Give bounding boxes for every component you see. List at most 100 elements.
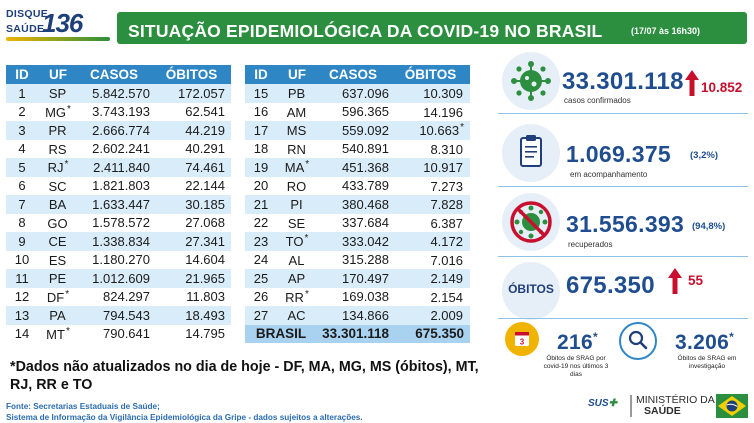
cell-uf: MA* [277, 158, 317, 177]
cell-id: 8 [6, 213, 38, 232]
uf-star: * [305, 159, 310, 171]
uf-code: GO [47, 215, 68, 231]
cell-id: 9 [6, 232, 38, 251]
cell-casos: 2.666.774 [78, 121, 158, 140]
col-header-obitos: ÓBITOS [158, 65, 231, 84]
table-row: 21 PI 380.468 7.828 [245, 195, 470, 214]
table-row: 7 BA 1.633.447 30.185 [6, 195, 231, 214]
clipboard-icon [502, 124, 560, 182]
cell-obitos: 40.291 [158, 139, 231, 158]
cell-casos: 637.096 [317, 84, 397, 103]
cell-id: 22 [245, 213, 277, 232]
cell-uf: MT* [38, 324, 78, 343]
logo-swoosh [6, 37, 110, 41]
cell-uf: DF* [38, 287, 78, 306]
cell-uf: RS [38, 139, 78, 158]
cell-uf: AC [277, 306, 317, 325]
cell-obitos: 7.273 [397, 176, 470, 195]
obitos-value: 44.219 [185, 122, 225, 138]
cell-id: 7 [6, 195, 38, 214]
cell-id: 27 [245, 306, 277, 325]
uf-code: RN [287, 141, 306, 157]
cell-id: 23 [245, 232, 277, 251]
cell-uf: RR* [277, 287, 317, 306]
srag-investigation-label: Óbitos de SRAG em investigação [677, 355, 737, 370]
uf-code: AC [287, 308, 306, 324]
deaths-title: ÓBITOS [508, 282, 554, 296]
uf-code: PB [287, 86, 306, 102]
brand-divider [630, 395, 632, 417]
cell-casos: 337.684 [317, 213, 397, 232]
svg-text:3: 3 [520, 338, 525, 347]
cell-id: 20 [245, 176, 277, 195]
arrow-up-icon [685, 70, 699, 96]
confirmed-delta: 10.852 [701, 80, 743, 95]
monitoring-pct: (3,2%) [690, 150, 718, 161]
total-obitos: 675.350 [397, 324, 470, 343]
cell-casos: 1.338.834 [78, 232, 158, 251]
col-header-uf: UF [38, 65, 78, 84]
cell-id: 3 [6, 121, 38, 140]
cell-casos: 559.092 [317, 121, 397, 140]
table-row: 10 ES 1.180.270 14.604 [6, 250, 231, 269]
cell-id: 6 [6, 176, 38, 195]
cell-casos: 134.866 [317, 306, 397, 325]
total-casos: 33.301.118 [317, 324, 397, 343]
update-date: (17/07 às 16h30) [631, 26, 701, 36]
uf-code: PR [48, 123, 67, 139]
table-row: 20 RO 433.789 7.273 [245, 176, 470, 195]
cell-obitos: 22.144 [158, 176, 231, 195]
uf-code: MA [284, 160, 305, 176]
cell-id: 25 [245, 269, 277, 288]
cell-obitos: 2.149 [397, 269, 470, 288]
logo-number: 136 [42, 8, 83, 38]
confirmed-label: casos confirmados [564, 96, 631, 105]
cell-obitos: 2.154 [397, 287, 470, 306]
table-row: 17 MS 559.092 10.663* [245, 121, 470, 140]
table-row: 11 PE 1.012.609 21.965 [6, 269, 231, 288]
table-row: 8 GO 1.578.572 27.068 [6, 213, 231, 232]
cell-casos: 824.297 [78, 287, 158, 306]
uf-star: * [67, 103, 71, 115]
cell-id: 4 [6, 139, 38, 158]
table-row: 5 RJ* 2.411.840 74.461 [6, 158, 231, 177]
cell-id: 26 [245, 287, 277, 306]
cell-casos: 169.038 [317, 287, 397, 306]
footnote: *Dados não atualizados no dia de hoje - … [10, 359, 479, 393]
col-header-id: ID [6, 65, 38, 84]
obitos-value: 10.917 [423, 160, 463, 176]
table-row: 23 TO* 333.042 4.172 [245, 232, 470, 251]
table-row: 9 CE 1.338.834 27.341 [6, 232, 231, 251]
cell-id: 17 [245, 121, 277, 140]
cell-obitos: 4.172 [397, 232, 470, 251]
cell-uf: CE [38, 232, 78, 251]
cell-casos: 1.578.572 [78, 213, 158, 232]
obitos-value: 2.154 [430, 289, 463, 305]
obitos-value: 74.461 [185, 159, 225, 175]
calendar-icon: 3 [505, 322, 539, 356]
uf-code: MG [45, 104, 67, 120]
obitos-value: 172.057 [178, 85, 225, 101]
uf-code: RS [48, 141, 67, 157]
srag-investigation-star: * [729, 330, 735, 344]
cell-casos: 2.602.241 [78, 139, 158, 158]
sus-logo: SUS✚ [588, 398, 617, 409]
magnifier-icon [619, 322, 657, 360]
logo-line1: DISQUE [6, 8, 49, 20]
deaths-badge [502, 262, 560, 320]
ministry-logo: MINISTÉRIO DA SAÚDE [636, 395, 715, 417]
srag-recent-star: * [592, 330, 598, 344]
cell-obitos: 27.068 [158, 213, 231, 232]
ministry-line2: SAÚDE [644, 405, 681, 417]
page-title: SITUAÇÃO EPIDEMIOLÓGICA DA COVID-19 NO B… [128, 21, 603, 41]
srag-investigation-value: 3.206* [675, 330, 734, 355]
total-row: BRASIL 33.301.118 675.350 [245, 324, 470, 343]
obitos-value: 10.663 [419, 123, 460, 139]
cell-uf: SC [38, 176, 78, 195]
cell-obitos: 10.309 [397, 84, 470, 103]
uf-code: BA [48, 197, 67, 213]
uf-code: MS [286, 123, 307, 139]
table-row: 12 DF* 824.297 11.803 [6, 287, 231, 306]
table-row: 4 RS 2.602.241 40.291 [6, 139, 231, 158]
states-table-left: ID UF CASOS ÓBITOS 1 SP 5.842.570 172.057 2 M… [6, 65, 231, 343]
